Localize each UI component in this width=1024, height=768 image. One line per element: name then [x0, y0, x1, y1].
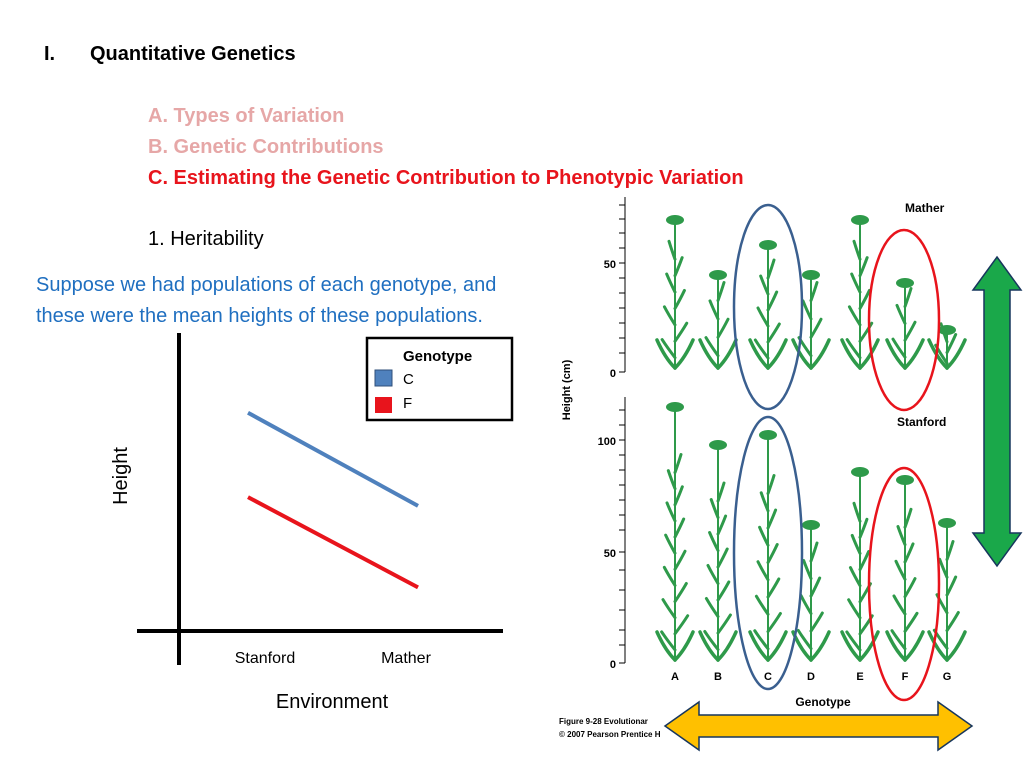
body-text-line-1: Suppose we had populations of each genot… — [36, 274, 497, 296]
heading-number: I. — [44, 43, 56, 65]
legend-swatch-f — [375, 397, 392, 413]
plant-mather-e — [840, 215, 880, 370]
genotype-label-c: C — [764, 671, 772, 683]
legend-swatch-c — [374, 369, 393, 387]
figure-y-axis-label: Height (cm) — [561, 359, 573, 420]
legend-label-c: C — [403, 371, 414, 388]
plant-stanford-d — [791, 520, 831, 662]
plant-stanford-e — [840, 467, 880, 662]
plant-stanford-a — [655, 402, 695, 662]
genotype-label-g: G — [943, 671, 952, 683]
panel-label-mather: Mather — [905, 201, 945, 215]
highlight-f-mather — [867, 228, 941, 412]
highlight-f-stanford — [867, 466, 941, 702]
stanford-tick-100: 100 — [598, 436, 616, 448]
stanford-tick-50: 50 — [604, 548, 616, 560]
genotype-label-e: E — [856, 671, 863, 683]
plant-mather-a — [655, 215, 695, 370]
genotype-label-b: B — [714, 671, 722, 683]
mather-tick-50: 50 — [604, 259, 616, 271]
plant-mather-b — [698, 270, 738, 370]
mather-axis: 50 0 — [604, 197, 626, 380]
y-axis-label: Height — [110, 447, 132, 505]
series-line-c — [247, 410, 419, 508]
highlight-c-mather — [732, 203, 804, 411]
x-tick-label-mather: Mather — [381, 650, 431, 667]
reaction-norm-chart: Stanford Mather Environment Height Genot… — [110, 333, 514, 713]
genotype-label-d: D — [807, 671, 815, 683]
plant-stanford-c — [748, 430, 788, 662]
plant-figure: Height (cm) 50 0 Mather 100 50 — [559, 197, 1023, 752]
figure-caption-line-2: © 2007 Pearson Prentice H — [559, 730, 661, 739]
plant-drawings — [655, 215, 967, 662]
figure-x-axis-label: Genotype — [795, 695, 851, 709]
plant-mather-d — [791, 270, 831, 370]
legend-label-f: F — [403, 395, 412, 412]
legend-title: Genotype — [403, 348, 472, 365]
heading-title: Quantitative Genetics — [90, 43, 296, 65]
body-text-line-2: these were the mean heights of these pop… — [36, 305, 483, 327]
plant-mather-f — [885, 278, 925, 370]
vertical-double-arrow — [971, 255, 1023, 568]
plant-stanford-f — [885, 475, 925, 662]
stanford-axis: 100 50 0 — [598, 397, 626, 671]
plant-mather-c — [748, 240, 788, 370]
subsection-c: C. Estimating the Genetic Contribution t… — [148, 167, 744, 189]
genotype-label-a: A — [671, 671, 679, 683]
x-tick-label-stanford: Stanford — [235, 650, 295, 667]
genotype-label-f: F — [902, 671, 909, 683]
chart-legend: Genotype C F — [365, 336, 514, 422]
stanford-tick-0: 0 — [610, 659, 616, 671]
panel-label-stanford: Stanford — [897, 415, 946, 429]
plant-stanford-b — [698, 440, 738, 662]
genotype-labels: A B C D E F G — [671, 671, 951, 683]
mather-tick-0: 0 — [610, 368, 616, 380]
heritability-heading: 1. Heritability — [148, 228, 264, 250]
horizontal-double-arrow — [663, 700, 974, 752]
x-axis-label: Environment — [276, 691, 389, 713]
series-line-f — [247, 495, 419, 590]
subsection-b: B. Genetic Contributions — [148, 136, 384, 158]
highlight-c-stanford — [732, 415, 804, 691]
subsection-a: A. Types of Variation — [148, 105, 345, 127]
figure-caption-line-1: Figure 9-28 Evolutionar — [559, 717, 648, 726]
